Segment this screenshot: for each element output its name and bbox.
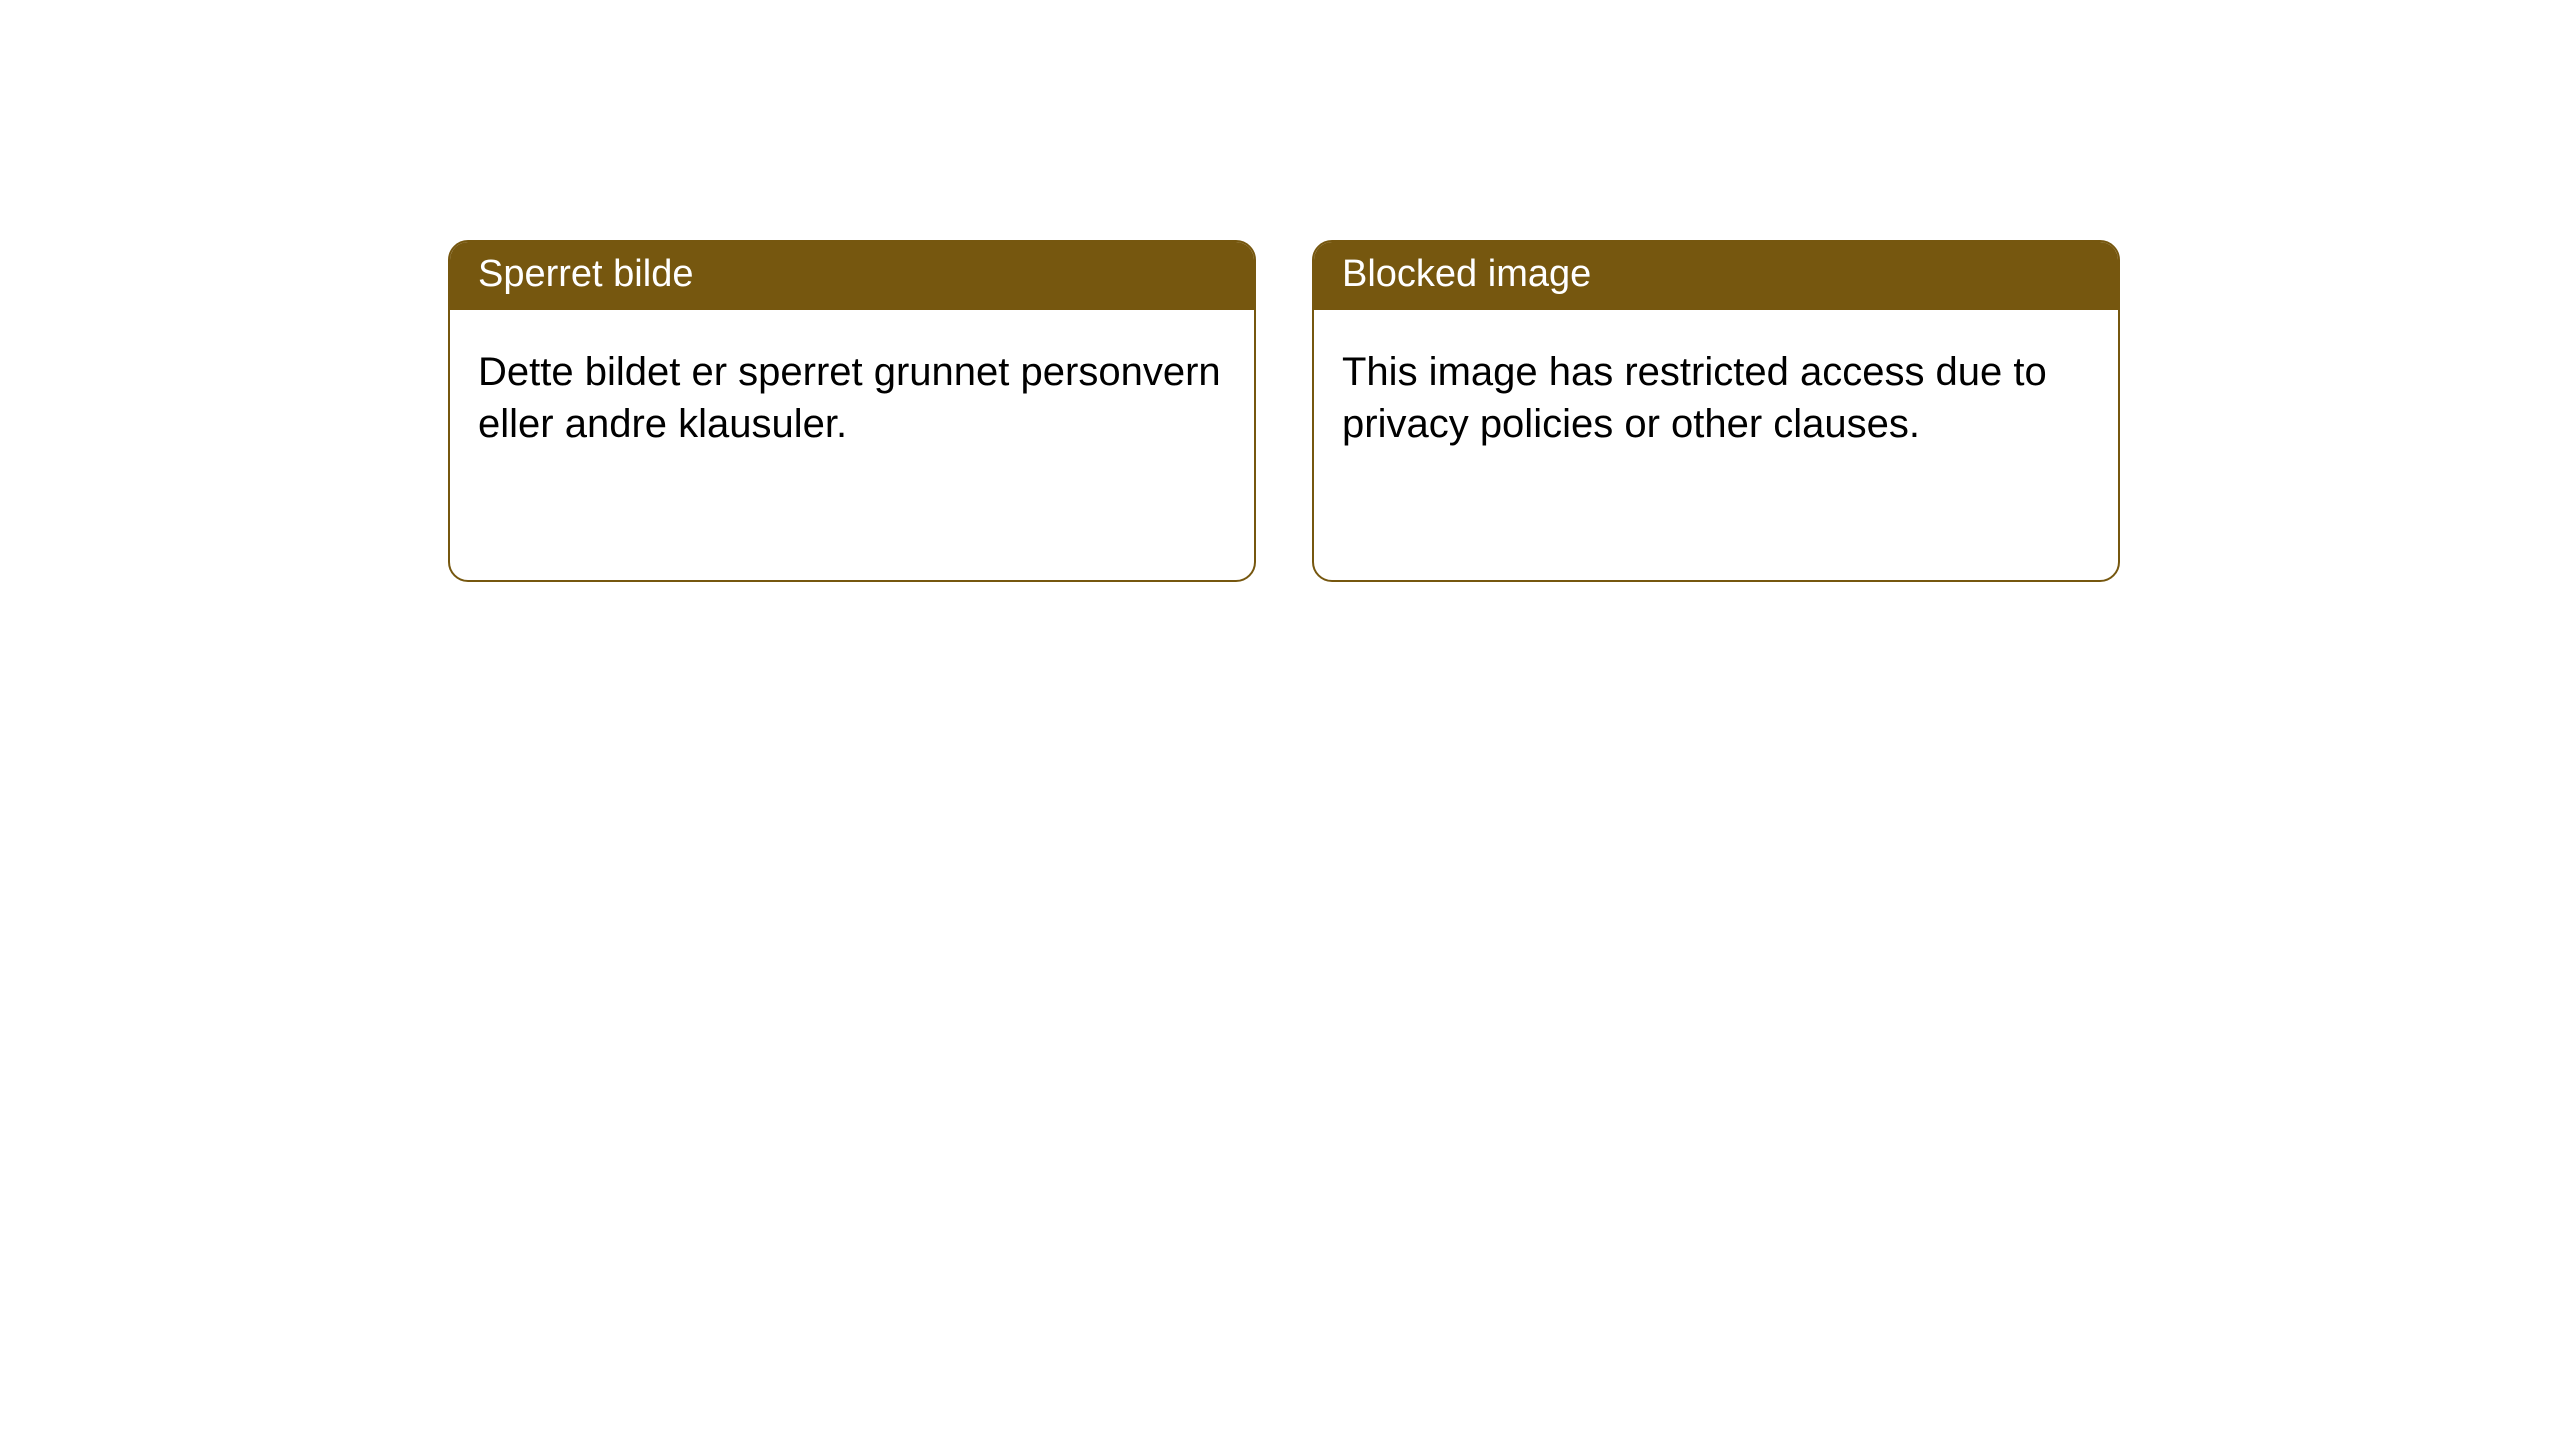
- notice-container: Sperret bilde Dette bildet er sperret gr…: [0, 0, 2560, 582]
- card-header: Sperret bilde: [450, 242, 1254, 310]
- notice-card-english: Blocked image This image has restricted …: [1312, 240, 2120, 582]
- card-header: Blocked image: [1314, 242, 2118, 310]
- card-body: This image has restricted access due to …: [1314, 310, 2118, 580]
- notice-card-norwegian: Sperret bilde Dette bildet er sperret gr…: [448, 240, 1256, 582]
- card-message: This image has restricted access due to …: [1342, 346, 2090, 450]
- card-body: Dette bildet er sperret grunnet personve…: [450, 310, 1254, 580]
- card-title: Blocked image: [1342, 253, 1591, 295]
- card-title: Sperret bilde: [478, 253, 693, 295]
- card-message: Dette bildet er sperret grunnet personve…: [478, 346, 1226, 450]
